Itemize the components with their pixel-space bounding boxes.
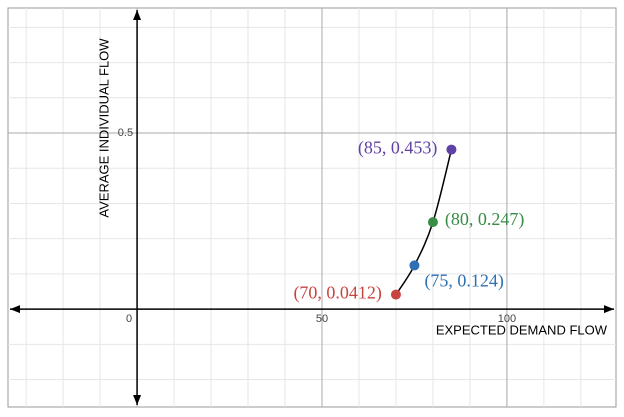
axes <box>10 10 614 405</box>
axis-arrow <box>604 305 614 314</box>
point <box>427 217 438 228</box>
x-axis-label: EXPECTED DEMAND FLOW <box>436 322 608 337</box>
point <box>446 144 457 155</box>
x-tick-label: 0 <box>126 313 132 325</box>
point-label: (80, 0.247) <box>445 209 525 230</box>
x-tick-label: 100 <box>498 313 516 325</box>
point <box>409 260 420 271</box>
point-label: (70, 0.0412) <box>293 283 382 304</box>
point-label: (85, 0.453) <box>358 138 438 159</box>
axis-arrow <box>133 10 142 20</box>
axis-arrow <box>10 305 20 314</box>
plot-frame <box>7 7 617 408</box>
curve <box>395 149 453 295</box>
point-label: (75, 0.124) <box>424 271 504 292</box>
y-axis-label: AVERAGE INDIVIDUAL FLOW <box>96 38 111 218</box>
x-tick-label: 50 <box>316 313 328 325</box>
point <box>390 289 401 300</box>
y-tick-label: 0.5 <box>118 127 133 139</box>
axis-arrow <box>133 395 142 405</box>
